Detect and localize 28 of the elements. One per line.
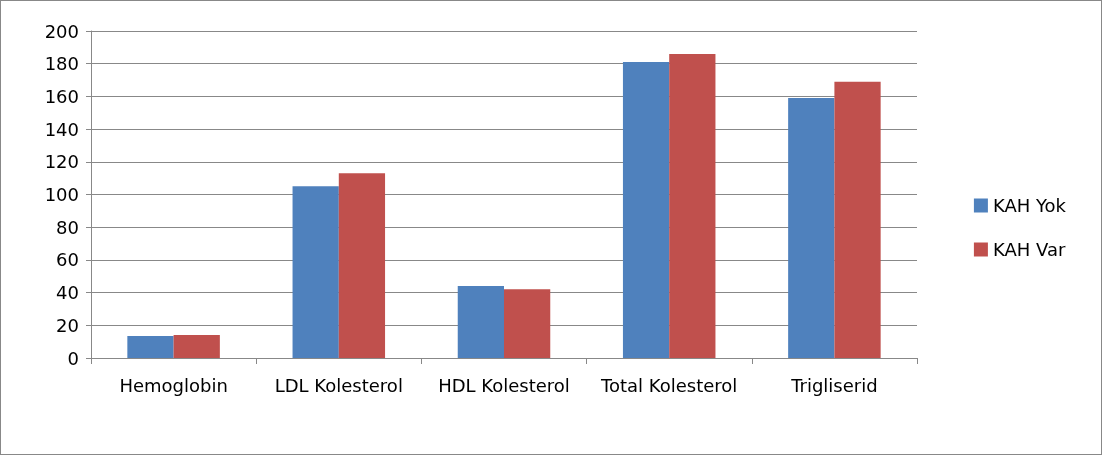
bar: [457, 286, 504, 358]
bar: [504, 289, 551, 358]
y-tick-label: 80: [56, 216, 79, 238]
y-tick-label: 200: [44, 20, 79, 42]
x-tick-label: Trigliserid: [790, 374, 878, 396]
x-tick-label: LDL Kolesterol: [274, 374, 403, 396]
y-tick-label: 0: [67, 347, 79, 369]
bar: [292, 186, 339, 358]
legend-label: KAH Yok: [992, 195, 1067, 216]
y-tick-label: 40: [56, 282, 79, 304]
x-tick-label: Hemoglobin: [119, 374, 228, 396]
y-tick-label: 120: [44, 151, 79, 173]
bar: [788, 98, 835, 358]
bar: [173, 335, 220, 358]
bar: [127, 335, 174, 358]
y-tick-label: 100: [44, 184, 79, 205]
y-tick-label: 20: [56, 314, 79, 336]
y-tick-label: 160: [44, 85, 79, 107]
y-tick-label: 60: [56, 249, 79, 271]
bar: [338, 173, 386, 358]
bar: [834, 81, 881, 358]
bar: [669, 53, 716, 358]
legend-label: KAH Var: [992, 239, 1066, 260]
y-tick-label: 140: [44, 118, 79, 140]
y-tick-label: 180: [44, 53, 79, 75]
x-tick-label: HDL Kolesterol: [438, 374, 570, 396]
bar: [622, 62, 670, 358]
x-tick-label: Total Kolesterol: [600, 374, 738, 396]
